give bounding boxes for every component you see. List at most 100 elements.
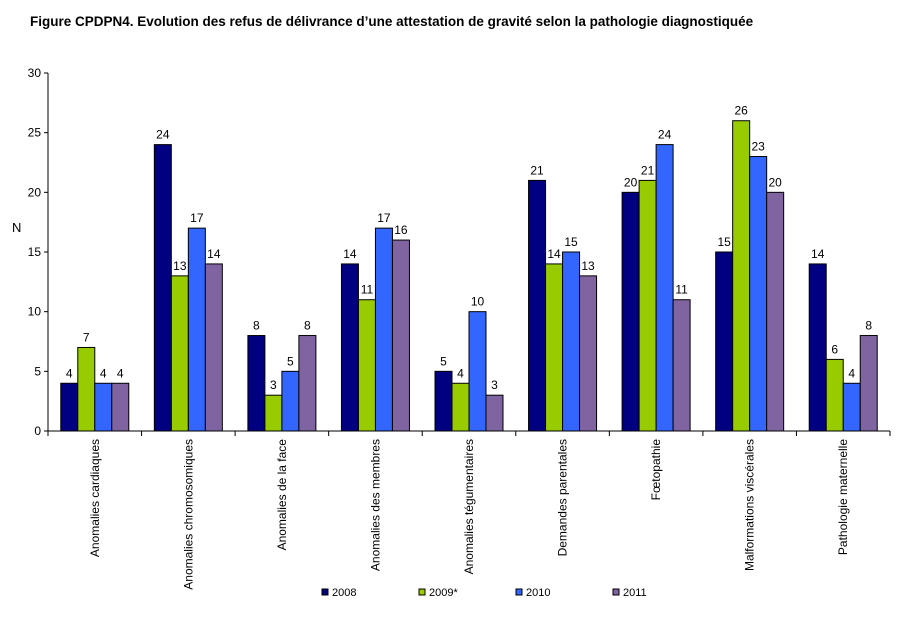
legend-swatch xyxy=(515,588,523,596)
data-label: 20 xyxy=(768,175,782,189)
y-tick-label: 10 xyxy=(28,305,42,319)
bar xyxy=(247,335,266,432)
data-label: 4 xyxy=(117,366,124,380)
x-tick-label: Anomalies cardiaques xyxy=(88,439,102,557)
legend-entry: 2008 xyxy=(332,587,356,599)
data-label: 10 xyxy=(471,295,485,309)
bar xyxy=(94,382,113,432)
data-label: 5 xyxy=(287,354,294,368)
data-label: 11 xyxy=(361,283,374,297)
bar xyxy=(77,346,96,432)
data-label: 15 xyxy=(564,235,578,249)
bar xyxy=(153,144,172,432)
data-label: 14 xyxy=(811,247,825,261)
y-tick-label: 30 xyxy=(28,66,42,80)
bar xyxy=(842,382,861,432)
data-label: 14 xyxy=(547,247,561,261)
bar xyxy=(528,179,547,432)
data-label: 5 xyxy=(440,354,447,368)
data-label: 4 xyxy=(66,366,73,380)
bar xyxy=(357,299,376,432)
data-label: 6 xyxy=(831,342,838,356)
y-axis-label: N xyxy=(12,220,21,235)
data-label: 8 xyxy=(253,319,260,333)
data-label: 21 xyxy=(530,163,544,177)
x-tick-label: Malformations viscérales xyxy=(743,439,757,571)
bar xyxy=(451,382,470,432)
bar xyxy=(749,156,768,432)
bar xyxy=(562,251,581,432)
bar xyxy=(434,370,453,432)
bar xyxy=(468,311,487,432)
bar xyxy=(111,382,130,432)
data-label: 21 xyxy=(641,163,655,177)
y-tick-label: 0 xyxy=(34,424,41,438)
data-label: 4 xyxy=(100,366,107,380)
x-tick-label: Pathologie maternelle xyxy=(836,439,850,555)
y-tick-label: 25 xyxy=(28,126,42,140)
y-tick-label: 5 xyxy=(34,364,41,378)
data-label: 3 xyxy=(270,378,277,392)
bar xyxy=(298,335,317,432)
data-label: 17 xyxy=(377,211,391,225)
data-label: 24 xyxy=(156,128,170,142)
data-label: 14 xyxy=(343,247,357,261)
bar xyxy=(859,335,878,432)
bar xyxy=(340,263,359,432)
bar xyxy=(579,275,598,432)
data-label: 20 xyxy=(624,175,638,189)
x-tick-label: Anomalies tégumentaires xyxy=(462,439,476,574)
x-tick-label: Anomalies de la face xyxy=(275,439,289,551)
bar xyxy=(170,275,189,432)
bar xyxy=(204,263,223,432)
x-tick-labels: Anomalies cardiaques Anomalies chromosomi… xyxy=(88,439,850,590)
data-label: 13 xyxy=(173,259,187,273)
figure-title: Figure CPDPN4. Evolution des refus de dé… xyxy=(30,14,754,29)
bar xyxy=(281,370,300,432)
legend-swatch xyxy=(418,588,426,596)
bar xyxy=(672,299,691,432)
bar xyxy=(808,263,827,432)
bar xyxy=(264,394,283,432)
data-label: 7 xyxy=(83,330,90,344)
data-label: 11 xyxy=(675,283,688,297)
x-tick-label: Anomalies des membres xyxy=(368,439,382,571)
bar xyxy=(621,191,640,432)
legend-swatch xyxy=(612,588,620,596)
bar xyxy=(60,382,79,432)
bar xyxy=(485,394,504,432)
data-label: 26 xyxy=(734,104,748,118)
legend-swatch xyxy=(321,588,329,596)
bar xyxy=(187,227,206,432)
bar xyxy=(374,227,393,432)
x-tick-label: Anomalies chromosomiques xyxy=(181,439,195,590)
bar xyxy=(732,120,751,432)
y-tick-label: 20 xyxy=(28,185,42,199)
bars xyxy=(60,120,878,432)
bar xyxy=(825,358,844,432)
y-tick-label: 15 xyxy=(28,245,42,259)
data-label: 13 xyxy=(581,259,595,273)
x-tick-label: Fœtopathie xyxy=(649,439,663,501)
data-label: 3 xyxy=(491,378,498,392)
data-labels: 474 4241317148358141117165410321141513202… xyxy=(66,104,872,392)
data-label: 8 xyxy=(304,319,311,333)
legend-entry: 2010 xyxy=(526,587,550,599)
bar xyxy=(655,144,674,432)
legend: 2008 2009* 2010 2011 xyxy=(321,587,647,599)
bar xyxy=(638,179,657,432)
bar xyxy=(391,239,410,432)
data-label: 23 xyxy=(751,140,765,154)
legend-entry: 2009* xyxy=(429,587,458,599)
x-tick-label: Demandes parentales xyxy=(556,439,570,556)
data-label: 14 xyxy=(207,247,221,261)
data-label: 8 xyxy=(865,319,872,333)
data-label: 4 xyxy=(848,366,855,380)
data-label: 4 xyxy=(457,366,464,380)
legend-entry: 2011 xyxy=(623,587,647,599)
bar xyxy=(545,263,564,432)
data-label: 17 xyxy=(190,211,204,225)
bar xyxy=(715,251,734,432)
bar xyxy=(766,191,785,432)
